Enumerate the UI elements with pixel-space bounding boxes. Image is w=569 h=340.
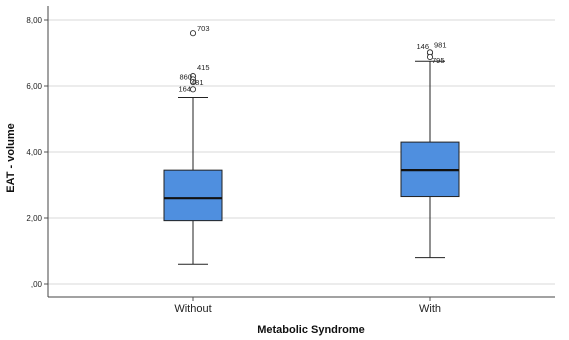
outlier-label: 795 <box>432 56 445 65</box>
outlier-point <box>189 78 197 86</box>
y-tick-label: ,00 <box>31 280 43 289</box>
y-tick-label: 2,00 <box>26 214 42 223</box>
outlier-label: 415 <box>197 63 210 72</box>
x-tick-label: With <box>419 303 441 315</box>
outlier-point <box>189 30 197 37</box>
outlier-label: 981 <box>434 40 447 49</box>
grid-layer <box>48 19 555 285</box>
y-tick-label: 4,00 <box>26 148 42 157</box>
x-tick-label: Without <box>174 303 211 315</box>
box-iqr <box>163 169 223 222</box>
y-axis-title: EAT - volume <box>5 123 17 192</box>
box-group-with: 146 981 795 <box>400 40 460 259</box>
axis-layer: ,00 2,00 4,00 6,00 8,00 Without With <box>26 6 555 315</box>
outlier-point <box>426 53 434 61</box>
outlier-label: 146 <box>416 42 429 51</box>
outlier-label: 860 <box>179 72 192 81</box>
outlier-label: 481 <box>191 78 204 87</box>
outlier-point <box>189 86 197 93</box>
outlier-label: 703 <box>197 24 210 33</box>
y-tick-label: 8,00 <box>26 16 42 25</box>
x-axis-title: Metabolic Syndrome <box>257 324 365 336</box>
outlier-label: 164 <box>178 84 191 93</box>
y-tick-label: 6,00 <box>26 82 42 91</box>
